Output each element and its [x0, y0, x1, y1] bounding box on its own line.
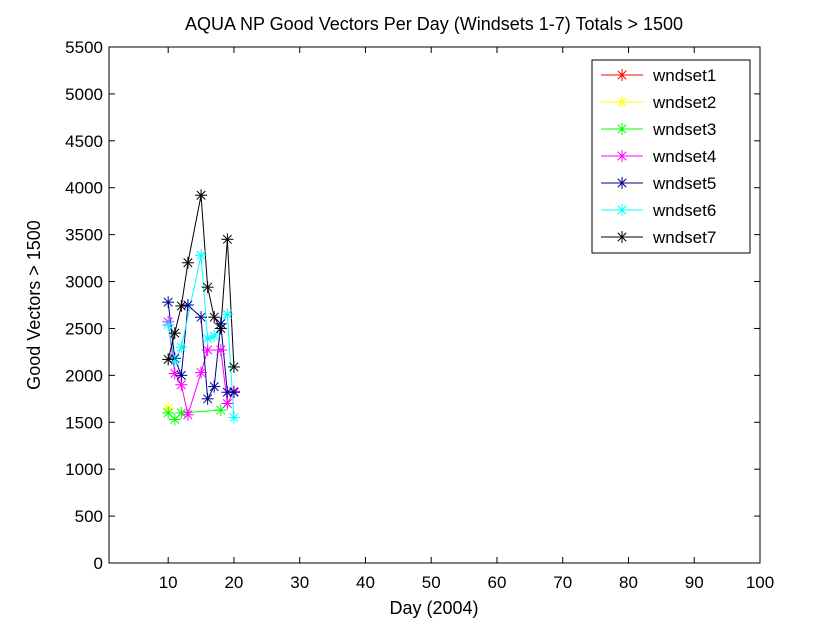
- data-point-wndset4: [214, 344, 227, 357]
- data-point-wndset6: [195, 249, 208, 262]
- data-point-wndset5: [227, 386, 240, 399]
- x-tick-label: 40: [356, 573, 375, 592]
- y-tick-label: 1500: [65, 413, 103, 432]
- data-point-wndset5: [181, 299, 194, 311]
- data-point-wndset7: [162, 353, 175, 366]
- y-tick-label: 0: [94, 554, 103, 573]
- data-point-wndset6: [208, 329, 221, 342]
- series-markers: [162, 189, 240, 426]
- y-tick-label: 3500: [65, 226, 103, 245]
- x-tick-label: 80: [619, 573, 638, 592]
- data-point-wndset5: [175, 369, 188, 382]
- data-point-wndset6: [168, 355, 181, 368]
- legend-entry-wndset4: wndset4: [652, 147, 716, 166]
- legend-marker-wndset4: [616, 150, 628, 162]
- data-point-wndset4: [195, 366, 208, 379]
- data-point-wndset6: [175, 341, 188, 354]
- x-tick-label: 100: [746, 573, 774, 592]
- y-tick-label: 2000: [65, 366, 103, 385]
- x-tick-label: 30: [290, 573, 309, 592]
- x-tick-label: 90: [685, 573, 704, 592]
- y-tick-label: 5500: [65, 38, 103, 57]
- y-tick-label: 4000: [65, 179, 103, 198]
- data-point-wndset7: [201, 281, 214, 294]
- legend: wndset1 wndset2 wndset3 wndset4 wndset5 wndse…: [591, 59, 751, 254]
- y-tick-label: 2500: [65, 319, 103, 338]
- x-tick-label: 50: [422, 573, 441, 592]
- series-line-wndset5: [167, 302, 234, 401]
- y-tick-label: 1000: [65, 460, 103, 479]
- data-point-wndset5: [195, 311, 208, 324]
- x-tick-label: 70: [553, 573, 572, 592]
- data-point-wndset4: [221, 397, 234, 410]
- legend-marker-wndset6: [616, 204, 628, 216]
- data-point-wndset5: [201, 392, 214, 405]
- data-point-wndset7: [168, 327, 181, 340]
- data-point-wndset7: [175, 299, 188, 312]
- data-point-wndset4: [201, 344, 214, 357]
- data-point-wndset7: [227, 360, 240, 373]
- data-point-wndset7: [221, 233, 234, 246]
- legend-entry-wndset1: wndset1: [652, 66, 716, 85]
- x-tick-label: 60: [488, 573, 507, 592]
- y-axis-label: Good Vectors > 1500: [24, 220, 44, 390]
- legend-marker-wndset5: [616, 177, 628, 189]
- x-axis-label: Day (2004): [389, 598, 478, 618]
- legend-marker-wndset1: [616, 69, 628, 81]
- x-tick-label: 20: [224, 573, 243, 592]
- data-point-wndset5: [208, 380, 221, 393]
- axis-ticks: 10 20 30 40 50 60 70 80 90 1000500100015002000250…: [65, 38, 774, 592]
- data-point-wndset4: [175, 378, 188, 391]
- x-tick-label: 10: [159, 573, 178, 592]
- legend-entry-wndset2: wndset2: [652, 93, 716, 112]
- legend-marker-wndset7: [616, 231, 628, 243]
- legend-marker-wndset3: [616, 123, 628, 135]
- data-point-wndset7: [214, 322, 227, 335]
- chart-title: AQUA NP Good Vectors Per Day (Windsets 1…: [185, 14, 683, 34]
- data-point-wndset7: [181, 256, 194, 269]
- y-tick-label: 3000: [65, 273, 103, 292]
- series-line-wndset7: [167, 195, 235, 367]
- legend-entry-wndset5: wndset5: [652, 174, 716, 193]
- data-point-wndset4: [181, 408, 194, 421]
- data-point-wndset6: [227, 411, 240, 424]
- data-point-wndset6: [221, 308, 234, 321]
- data-point-wndset7: [195, 189, 208, 202]
- legend-entry-wndset3: wndset3: [652, 120, 716, 139]
- legend-entry-wndset6: wndset6: [652, 201, 716, 220]
- y-tick-label: 5000: [65, 85, 103, 104]
- data-point-wndset7: [208, 311, 221, 324]
- legend-entry-wndset7: wndset7: [652, 228, 716, 247]
- y-tick-label: 4500: [65, 132, 103, 151]
- data-point-wndset6: [162, 318, 175, 331]
- data-point-wndset5: [162, 296, 175, 309]
- legend-marker-wndset2: [616, 96, 628, 108]
- y-tick-label: 500: [75, 507, 103, 526]
